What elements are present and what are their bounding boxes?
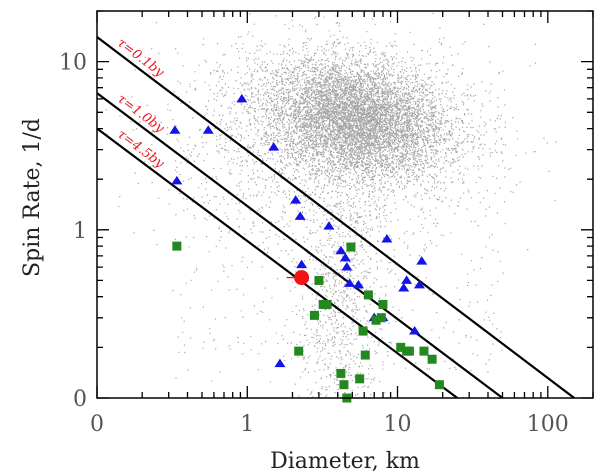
highlight-point [294, 270, 310, 286]
square-point-13 [360, 350, 370, 360]
square-point-3 [309, 310, 319, 320]
triangle-point-2 [171, 175, 183, 185]
triangle-point-18 [381, 234, 393, 243]
triangle-point-6 [274, 358, 286, 368]
triangle-point-8 [294, 211, 306, 220]
triangle-point-20 [401, 275, 413, 284]
tick-marks [96, 10, 594, 399]
triangle-point-7 [290, 195, 302, 204]
fit-line-3 [97, 127, 458, 398]
square-point-14 [363, 290, 373, 300]
triangle-point-23 [416, 256, 428, 265]
y-tick-label: 10 [59, 51, 87, 76]
x-tick-label: 100 [527, 412, 569, 437]
square-point-11 [355, 374, 365, 384]
square-point-1 [172, 241, 182, 251]
square-point-21 [419, 346, 429, 356]
square-point-4 [314, 275, 324, 285]
axis-ticks [96, 10, 594, 399]
triangle-point-1 [169, 125, 181, 134]
triangle-point-22 [413, 279, 425, 289]
x-tick-label: 1 [240, 412, 254, 437]
background-dots [105, 12, 557, 398]
square-point-10 [346, 242, 356, 252]
triangle-point-21 [409, 325, 421, 335]
square-point-23 [434, 380, 444, 390]
triangle-point-4 [236, 93, 248, 103]
triangle-point-9 [296, 259, 308, 269]
square-point-18 [396, 342, 406, 352]
square-point-16 [376, 313, 386, 323]
line-label-1: τ=0.1by [114, 36, 167, 81]
y-tick-label: 1 [73, 219, 87, 244]
fit-lines [97, 36, 575, 398]
triangle-point-3 [202, 125, 214, 134]
square-point-8 [339, 380, 349, 390]
fit-line-2 [97, 92, 504, 398]
triangle-point-5 [268, 142, 280, 151]
square-point-6 [322, 299, 332, 309]
y-axis-title: Spin Rate, 1/d [20, 118, 45, 277]
square-point-15 [371, 315, 381, 325]
x-tick-label: 10 [384, 412, 412, 437]
triangle-point-13 [341, 262, 353, 271]
tick-labels: 0 1 10 100 0 1 10 [59, 51, 569, 437]
triangle-point-15 [353, 279, 365, 289]
triangle-point-11 [335, 245, 347, 255]
plot-frame [96, 10, 594, 399]
fit-line-1 [97, 36, 575, 398]
triangle-point-12 [339, 252, 351, 262]
triangle-point-10 [323, 221, 335, 230]
x-tick-label: 0 [90, 412, 104, 437]
background-points [105, 12, 557, 398]
square-point-17 [378, 299, 388, 309]
square-point-20 [404, 346, 414, 356]
y-tick-label: 0 [73, 387, 87, 412]
triangle-point-14 [344, 278, 356, 287]
square-point-22 [427, 354, 437, 364]
square-point-2 [294, 346, 304, 356]
square-point-7 [336, 368, 346, 378]
square-point-12 [358, 326, 368, 336]
triangle-point-19 [398, 283, 410, 292]
x-axis-title: Diameter, km [270, 449, 420, 472]
